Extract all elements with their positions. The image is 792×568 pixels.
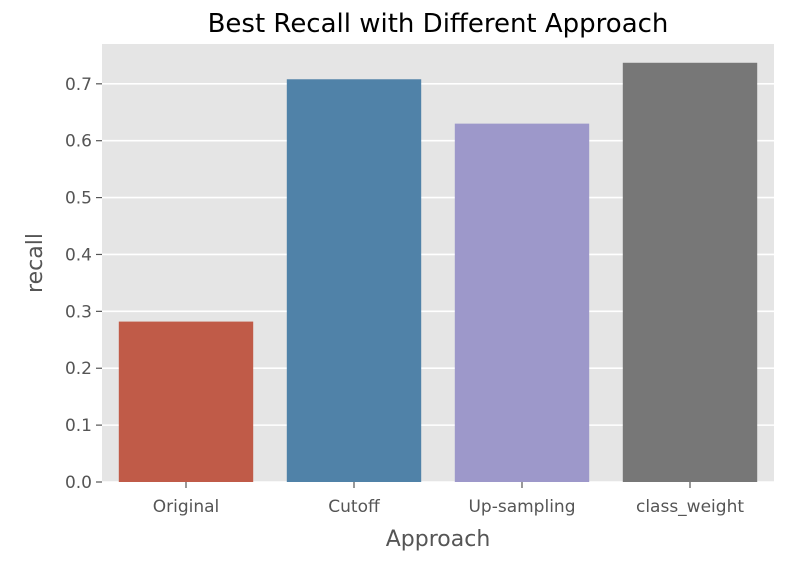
x-axis: Original Cutoff Up-sampling class_weight (153, 482, 744, 517)
x-tick-label: Up-sampling (468, 497, 575, 517)
bar-cutoff (286, 79, 422, 483)
bars (118, 62, 758, 483)
y-tick-label: 0.0 (65, 473, 92, 493)
bar-original (118, 321, 254, 482)
y-axis-label: recall (23, 233, 48, 293)
x-tick-label: Cutoff (328, 497, 381, 517)
bar-class-weight (622, 62, 758, 483)
y-tick-label: 0.4 (65, 245, 92, 265)
y-axis: 0.0 0.1 0.2 0.3 0.4 0.5 0.6 0.7 (65, 75, 102, 493)
y-tick-label: 0.5 (65, 189, 92, 209)
y-tick-label: 0.3 (65, 302, 92, 322)
y-tick-label: 0.2 (65, 359, 92, 379)
x-tick-label: class_weight (636, 497, 744, 517)
chart-title: Best Recall with Different Approach (208, 9, 669, 39)
y-tick-label: 0.1 (65, 416, 92, 436)
y-tick-label: 0.6 (65, 132, 92, 152)
x-axis-label: Approach (386, 527, 491, 552)
y-tick-label: 0.7 (65, 75, 92, 95)
bar-up-sampling (454, 123, 590, 483)
x-tick-label: Original (153, 497, 220, 517)
